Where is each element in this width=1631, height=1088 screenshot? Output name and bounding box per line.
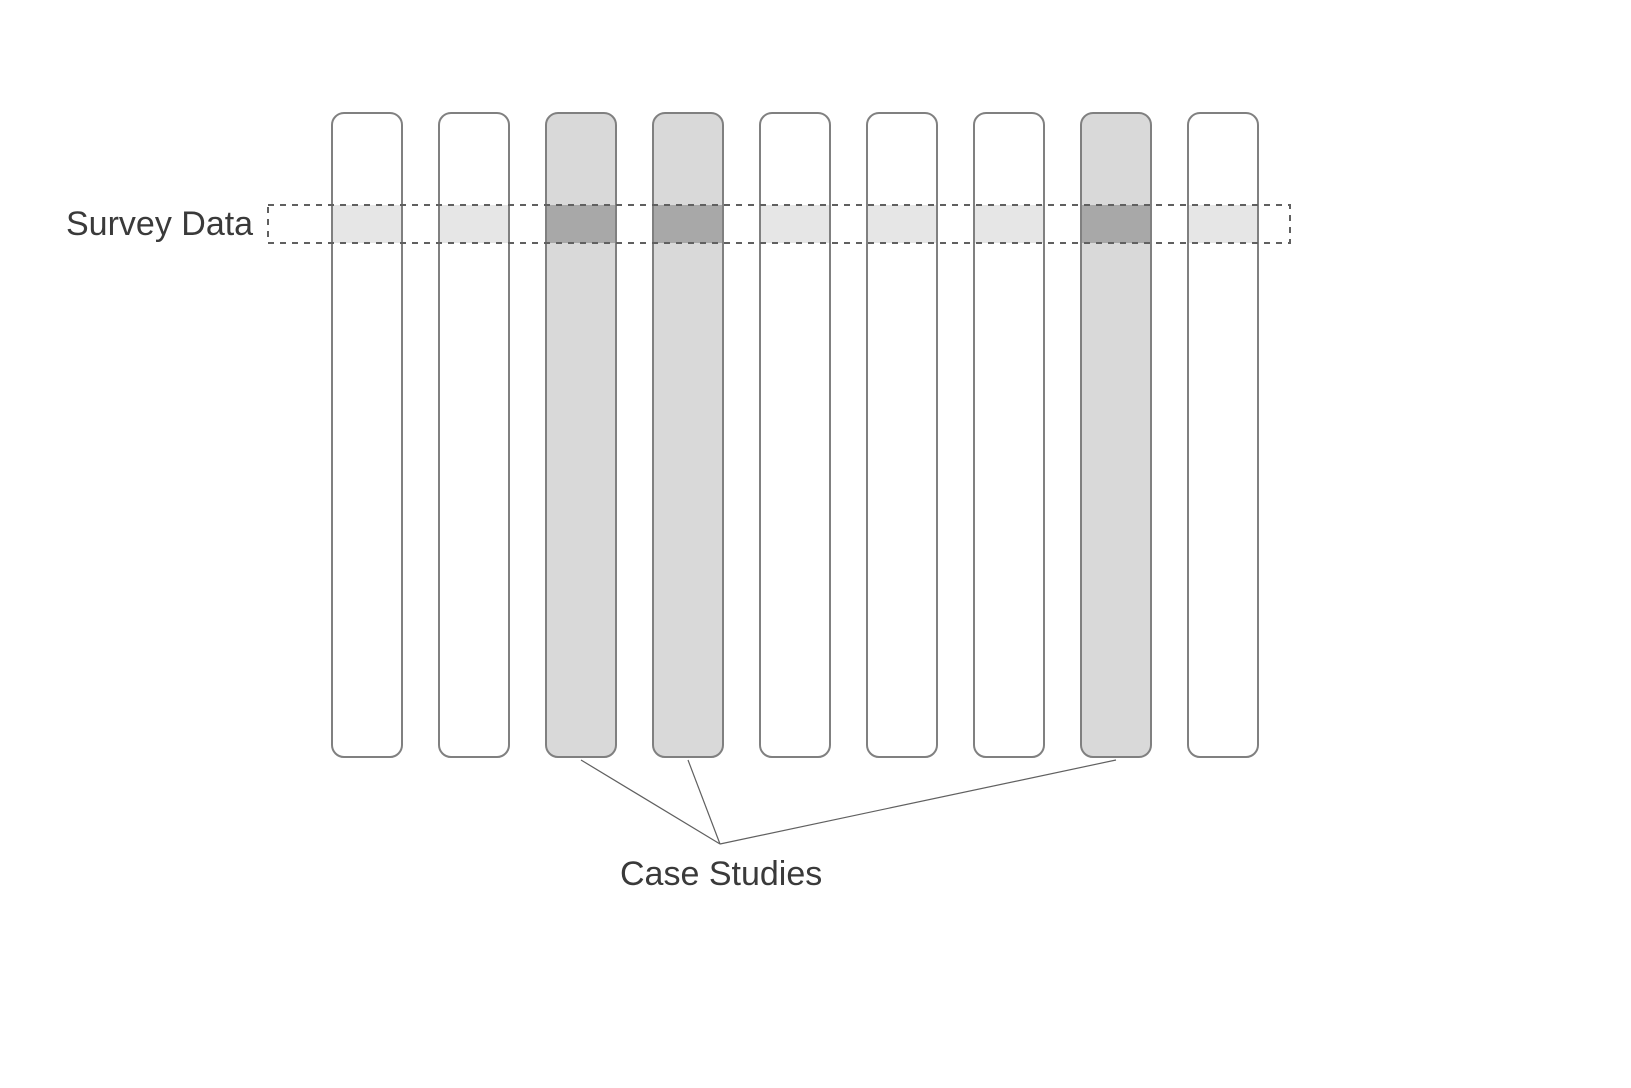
survey-intersection — [1189, 205, 1257, 243]
survey-intersection — [975, 205, 1043, 243]
survey-intersection — [333, 205, 401, 243]
survey-intersection — [547, 205, 615, 243]
diagram-svg: Survey Data Case Studies — [0, 0, 1631, 1088]
survey-intersection — [761, 205, 829, 243]
survey-intersection — [1082, 205, 1150, 243]
survey-intersection — [868, 205, 936, 243]
diagram-stage: Survey Data Case Studies — [0, 0, 1631, 1088]
survey-intersection — [440, 205, 508, 243]
survey-intersection — [654, 205, 722, 243]
survey-data-label: Survey Data — [66, 205, 253, 243]
case-studies-label: Case Studies — [620, 855, 822, 893]
panel-background — [0, 0, 1631, 1088]
